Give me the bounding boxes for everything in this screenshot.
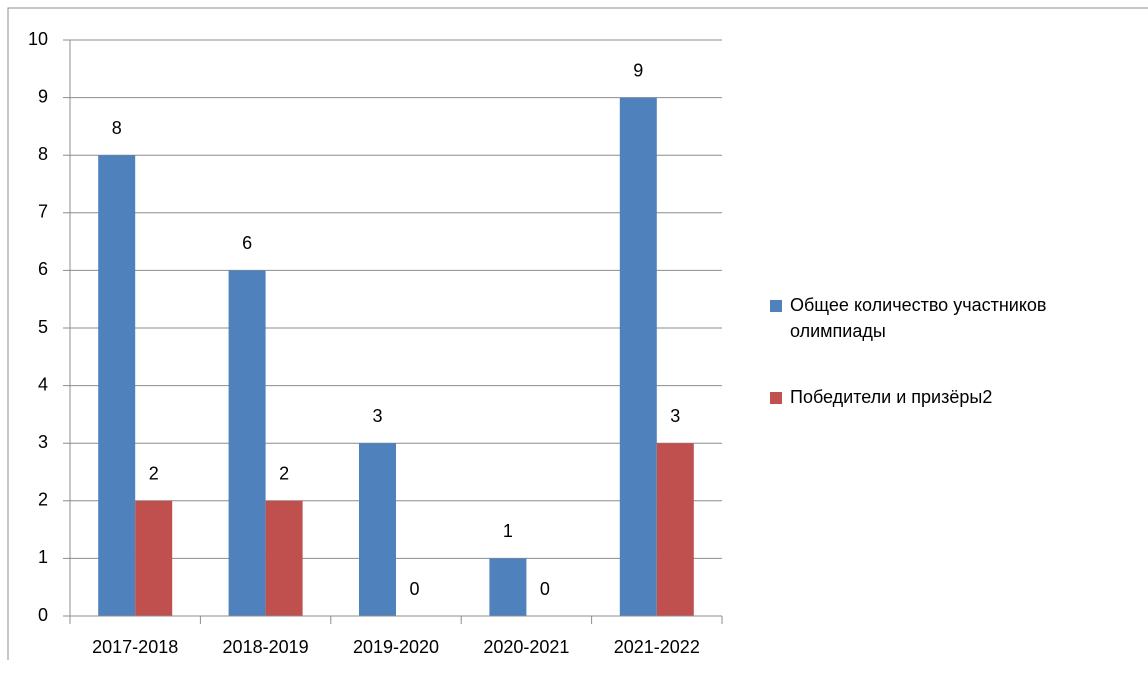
legend-swatch [770, 392, 782, 404]
legend-label: Победители и призёры2 [790, 387, 993, 407]
bar [228, 270, 266, 616]
legend-item: Победители и призёры2 [770, 384, 1140, 410]
y-tick-label: 2 [38, 490, 48, 510]
chart-border [7, 7, 1148, 660]
legend: Общее количество участников олимпиады Поб… [770, 292, 1140, 450]
bar [135, 500, 173, 616]
legend-swatch [770, 300, 782, 312]
legend-item: Общее количество участников олимпиады [770, 292, 1140, 344]
data-label: 0 [540, 579, 550, 599]
bar [656, 443, 694, 616]
data-label: 6 [242, 233, 252, 253]
bar [265, 500, 303, 616]
data-label: 2 [149, 464, 159, 484]
bar [98, 155, 136, 616]
bar [489, 558, 527, 616]
data-label: 0 [409, 579, 419, 599]
y-tick-label: 0 [38, 605, 48, 625]
data-label: 9 [633, 60, 643, 80]
y-tick-label: 6 [38, 259, 48, 279]
y-tick-label: 1 [38, 547, 48, 567]
y-tick-label: 7 [38, 202, 48, 222]
y-tick-label: 5 [38, 317, 48, 337]
y-tick-label: 8 [38, 144, 48, 164]
x-tick-label: 2021-2022 [614, 637, 700, 657]
x-tick-label: 2018-2019 [223, 637, 309, 657]
y-tick-label: 3 [38, 432, 48, 452]
x-tick-label: 2017-2018 [92, 637, 178, 657]
bar [359, 443, 396, 616]
bar [619, 97, 657, 617]
y-tick-label: 4 [38, 374, 48, 394]
data-label: 8 [112, 118, 122, 138]
legend-label: Общее количество участников олимпиады [790, 295, 1047, 341]
data-label: 2 [279, 464, 289, 484]
x-tick-label: 2019-2020 [353, 637, 439, 657]
x-tick-label: 2020-2021 [483, 637, 569, 657]
y-tick-label: 9 [38, 86, 48, 106]
data-label: 3 [372, 406, 382, 426]
data-label: 3 [670, 406, 680, 426]
data-label: 1 [503, 521, 513, 541]
y-tick-label: 10 [28, 29, 48, 49]
